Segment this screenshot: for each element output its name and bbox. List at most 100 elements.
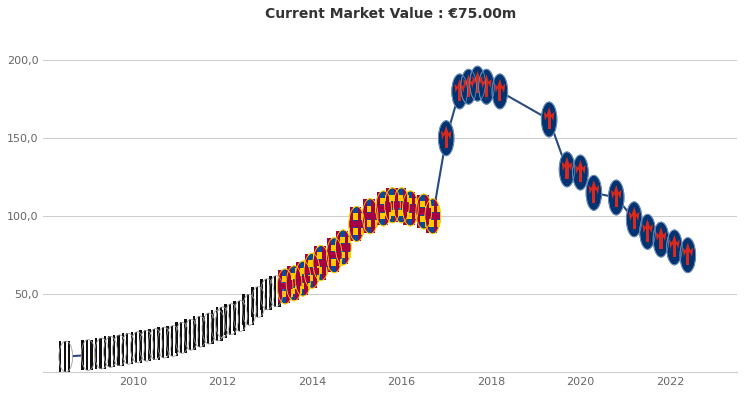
Ellipse shape bbox=[121, 333, 135, 364]
Bar bbox=[104, 338, 106, 369]
Bar bbox=[260, 279, 263, 310]
Ellipse shape bbox=[112, 335, 126, 366]
Bar bbox=[251, 286, 254, 318]
Bar bbox=[394, 188, 397, 222]
Bar bbox=[112, 335, 115, 366]
Polygon shape bbox=[472, 76, 476, 85]
Polygon shape bbox=[546, 107, 552, 117]
Polygon shape bbox=[577, 160, 583, 170]
Bar bbox=[426, 206, 440, 212]
Bar bbox=[131, 333, 133, 364]
Ellipse shape bbox=[586, 175, 602, 210]
Bar bbox=[211, 313, 214, 344]
Bar bbox=[327, 252, 341, 258]
Bar bbox=[198, 316, 200, 347]
Polygon shape bbox=[682, 247, 686, 256]
Polygon shape bbox=[568, 162, 572, 171]
Title: Current Market Value : €75.00m: Current Market Value : €75.00m bbox=[265, 7, 516, 21]
Polygon shape bbox=[690, 247, 693, 256]
Bar bbox=[287, 266, 291, 300]
Ellipse shape bbox=[234, 301, 247, 331]
Bar bbox=[376, 213, 391, 219]
Bar bbox=[220, 310, 222, 341]
Bar bbox=[376, 191, 380, 225]
Bar bbox=[135, 332, 138, 363]
Bar bbox=[286, 269, 289, 303]
Bar bbox=[313, 253, 328, 259]
Bar bbox=[176, 325, 178, 357]
Polygon shape bbox=[631, 207, 638, 217]
Bar bbox=[362, 206, 378, 212]
Polygon shape bbox=[635, 212, 639, 221]
Polygon shape bbox=[629, 212, 632, 221]
Bar bbox=[385, 188, 389, 222]
Ellipse shape bbox=[327, 238, 342, 273]
Bar bbox=[148, 329, 151, 360]
Bar bbox=[286, 273, 301, 279]
Ellipse shape bbox=[667, 230, 682, 265]
Polygon shape bbox=[658, 227, 664, 237]
Bar bbox=[686, 248, 690, 265]
Ellipse shape bbox=[158, 327, 171, 358]
Bar bbox=[94, 338, 97, 369]
Ellipse shape bbox=[202, 313, 216, 344]
Bar bbox=[202, 316, 205, 347]
Ellipse shape bbox=[269, 276, 283, 307]
Ellipse shape bbox=[416, 194, 432, 229]
Bar bbox=[296, 262, 300, 296]
Bar bbox=[216, 307, 218, 338]
Bar bbox=[336, 252, 350, 258]
Polygon shape bbox=[481, 79, 485, 88]
Ellipse shape bbox=[626, 202, 642, 237]
Bar bbox=[295, 268, 310, 274]
Bar bbox=[220, 307, 222, 338]
Bar bbox=[615, 190, 618, 207]
Polygon shape bbox=[618, 190, 621, 199]
Ellipse shape bbox=[313, 245, 329, 281]
Ellipse shape bbox=[193, 316, 207, 347]
Bar bbox=[476, 76, 479, 93]
Polygon shape bbox=[676, 240, 680, 249]
Bar bbox=[216, 310, 218, 341]
Ellipse shape bbox=[469, 66, 485, 101]
Ellipse shape bbox=[542, 102, 557, 137]
Polygon shape bbox=[562, 162, 565, 171]
Ellipse shape bbox=[609, 180, 624, 215]
Ellipse shape bbox=[243, 294, 256, 325]
Polygon shape bbox=[591, 180, 597, 190]
Bar bbox=[385, 210, 400, 216]
Polygon shape bbox=[495, 84, 498, 93]
Ellipse shape bbox=[385, 188, 400, 223]
Bar bbox=[362, 213, 378, 219]
Bar bbox=[426, 213, 440, 219]
Bar bbox=[385, 195, 400, 201]
Bar bbox=[153, 329, 155, 360]
Polygon shape bbox=[457, 79, 463, 89]
Ellipse shape bbox=[225, 304, 238, 335]
Bar bbox=[247, 294, 249, 325]
Bar bbox=[485, 80, 488, 97]
Bar bbox=[376, 198, 391, 204]
Polygon shape bbox=[551, 112, 554, 121]
Ellipse shape bbox=[103, 336, 118, 367]
Bar bbox=[171, 325, 173, 357]
Polygon shape bbox=[671, 235, 678, 245]
Ellipse shape bbox=[680, 238, 696, 273]
Bar bbox=[458, 84, 461, 101]
Bar bbox=[313, 260, 328, 266]
Ellipse shape bbox=[394, 188, 409, 223]
Bar bbox=[417, 208, 432, 215]
Ellipse shape bbox=[148, 329, 162, 360]
Polygon shape bbox=[582, 165, 586, 174]
Bar bbox=[158, 329, 160, 360]
Bar bbox=[274, 276, 276, 307]
Ellipse shape bbox=[167, 325, 180, 357]
Ellipse shape bbox=[278, 269, 293, 304]
Bar bbox=[278, 291, 292, 297]
Bar bbox=[185, 322, 187, 353]
Ellipse shape bbox=[185, 319, 198, 350]
Bar bbox=[304, 268, 319, 274]
Bar bbox=[327, 238, 331, 272]
Bar bbox=[113, 336, 115, 367]
Bar bbox=[144, 330, 147, 361]
